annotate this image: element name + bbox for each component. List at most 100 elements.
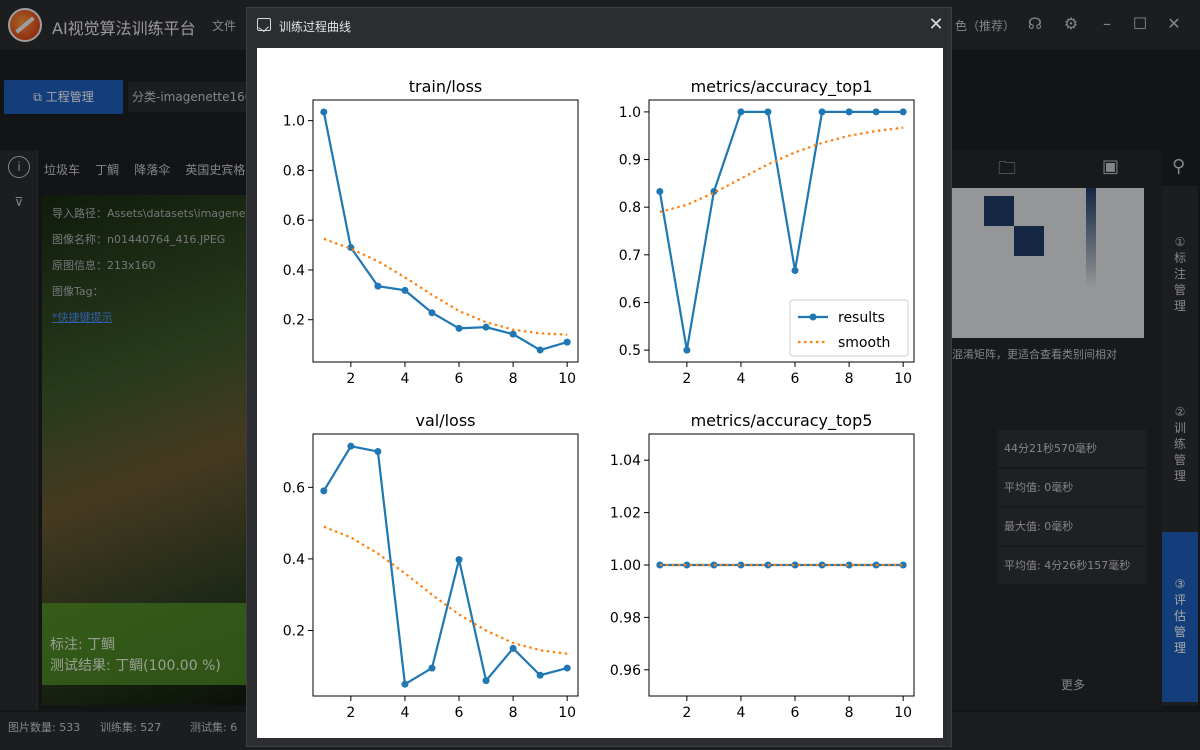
matrix-cell <box>984 196 1014 226</box>
results-point <box>764 108 772 116</box>
results-point <box>482 323 490 331</box>
class-tab-bar: 垃圾车 丁鲷 降落伞 英国史宾格 <box>44 155 246 185</box>
x-tick-label: 4 <box>736 371 745 387</box>
results-point <box>563 338 571 346</box>
maximize-icon[interactable]: ☐ <box>1132 14 1148 33</box>
project-management-button[interactable]: ⧉ 工程管理 <box>4 80 123 114</box>
tab-label: 训练管理 <box>1173 421 1186 483</box>
theme-selector[interactable]: 色（推荐） <box>955 19 1016 33</box>
y-tick-label: 1.0 <box>619 105 641 121</box>
image-icon[interactable]: ▣ <box>1102 156 1120 177</box>
results-point <box>845 108 853 116</box>
project-name-field[interactable]: 分类-imagenette160 <box>128 82 246 112</box>
info-icon[interactable]: i <box>8 156 30 178</box>
close-icon[interactable]: ✕ <box>928 14 944 35</box>
x-tick-label: 4 <box>400 705 409 721</box>
vertical-tab-bar: ① 标注管理 ② 训练管理 ③ 评估管理 <box>1162 186 1198 706</box>
tab-number: ③ <box>1174 577 1186 591</box>
legend-smooth-label: smooth <box>838 335 890 351</box>
folder-icon[interactable]: 🗀 <box>998 158 1016 179</box>
charts-svg: train/loss 2 4 6 8 10 0.2 0.4 0.6 0.8 1.0 metrics/a… <box>283 77 915 721</box>
x-tick-label: 2 <box>682 371 691 387</box>
y-tick-label: 0.6 <box>283 480 305 496</box>
pin-icon[interactable]: ⚲ <box>1172 156 1186 177</box>
x-tick-label: 8 <box>845 371 854 387</box>
chart-title: val/loss <box>415 411 475 430</box>
shortcut-hint-link[interactable]: *快捷键提示 <box>52 311 113 324</box>
y-tick-label: 1.02 <box>610 506 641 522</box>
y-tick-label: 0.96 <box>610 663 641 679</box>
y-tick-label: 0.98 <box>610 610 641 626</box>
close-icon[interactable]: ✕ <box>1167 14 1181 33</box>
project-icon: ⧉ <box>33 90 46 104</box>
dialog-title: 训练过程曲线 <box>279 20 352 34</box>
results-point <box>536 671 544 679</box>
smooth-line <box>659 126 904 214</box>
tab-annotation[interactable]: ① 标注管理 <box>1162 226 1198 326</box>
stat-average-epoch: 平均值: 4分26秒157毫秒 <box>998 547 1146 585</box>
tab-training[interactable]: ② 训练管理 <box>1162 396 1198 496</box>
y-tick-label: 0.8 <box>283 163 305 179</box>
results-point <box>845 561 853 569</box>
x-tick-label: 10 <box>558 371 576 387</box>
results-point <box>347 442 355 450</box>
minimize-icon[interactable]: – <box>1103 14 1111 33</box>
image-name: 图像名称：n01440764_416.JPEG <box>52 233 226 246</box>
results-point <box>791 561 799 569</box>
dialog-header: 训练过程曲线 ✕ <box>247 8 951 42</box>
status-image-count: 图片数量: 533 <box>8 721 81 734</box>
gear-icon[interactable]: ⚙ <box>1063 14 1079 33</box>
legend-results-label: results <box>838 310 885 326</box>
more-button[interactable]: 更多 <box>1060 678 1085 692</box>
project-button-label: 工程管理 <box>45 90 94 104</box>
result-band <box>42 603 246 685</box>
y-tick-label: 1.00 <box>610 558 641 574</box>
training-curves-figure: train/loss 2 4 6 8 10 0.2 0.4 0.6 0.8 1.0 metrics/a… <box>257 48 943 738</box>
results-line <box>322 444 568 687</box>
x-tick-label: 2 <box>346 705 355 721</box>
results-point <box>899 108 907 116</box>
x-tick-label: 6 <box>791 705 800 721</box>
tab-number: ① <box>1174 235 1186 249</box>
results-point <box>683 561 691 569</box>
matrix-cell <box>1014 226 1044 256</box>
chart-title: train/loss <box>409 77 483 96</box>
results-point <box>401 286 409 294</box>
filter-icon[interactable]: ⊽ <box>14 195 24 209</box>
tab-evaluation[interactable]: ③ 评估管理 <box>1162 532 1198 702</box>
matrix-hint: 混淆矩阵，更适合查看类别间相对 <box>952 348 1117 361</box>
stat-average: 平均值: 0毫秒 <box>998 469 1146 507</box>
class-tab[interactable]: 英国史宾格 <box>185 163 246 177</box>
y-tick-label: 1.04 <box>610 453 641 469</box>
x-tick-label: 6 <box>455 371 464 387</box>
headset-icon[interactable]: ☊ <box>1027 14 1043 33</box>
x-tick-label: 2 <box>682 705 691 721</box>
results-point <box>320 108 328 116</box>
app-title: AI视觉算法训练平台 <box>52 19 196 38</box>
test-result: 测试结果: 丁鲷(100.00 %) <box>50 658 221 674</box>
confusion-matrix-thumbnail[interactable] <box>944 188 1144 338</box>
results-point <box>455 556 463 564</box>
axes-frame <box>312 99 579 363</box>
results-point <box>509 330 517 338</box>
legend-box <box>789 299 909 357</box>
results-point <box>737 561 745 569</box>
class-tab[interactable]: 丁鲷 <box>95 163 120 177</box>
tab-label: 评估管理 <box>1173 593 1186 655</box>
x-tick-label: 8 <box>509 371 518 387</box>
y-tick-label: 0.8 <box>619 200 641 216</box>
axes-frame <box>648 99 915 363</box>
image-tag: 图像Tag： <box>52 285 104 298</box>
chart-title: metrics/accuracy_top1 <box>691 77 873 97</box>
left-tool-strip: i ⊽ <box>0 150 38 710</box>
y-tick-label: 0.7 <box>619 248 641 264</box>
class-tab[interactable]: 降落伞 <box>134 163 171 177</box>
results-point <box>656 561 664 569</box>
menu-file[interactable]: 文件 <box>212 19 237 33</box>
results-point <box>455 324 463 332</box>
results-point <box>818 108 826 116</box>
class-tab[interactable]: 垃圾车 <box>44 163 81 177</box>
y-tick-label: 1.0 <box>283 114 305 130</box>
results-point <box>374 282 382 290</box>
y-tick-label: 0.4 <box>283 552 305 568</box>
